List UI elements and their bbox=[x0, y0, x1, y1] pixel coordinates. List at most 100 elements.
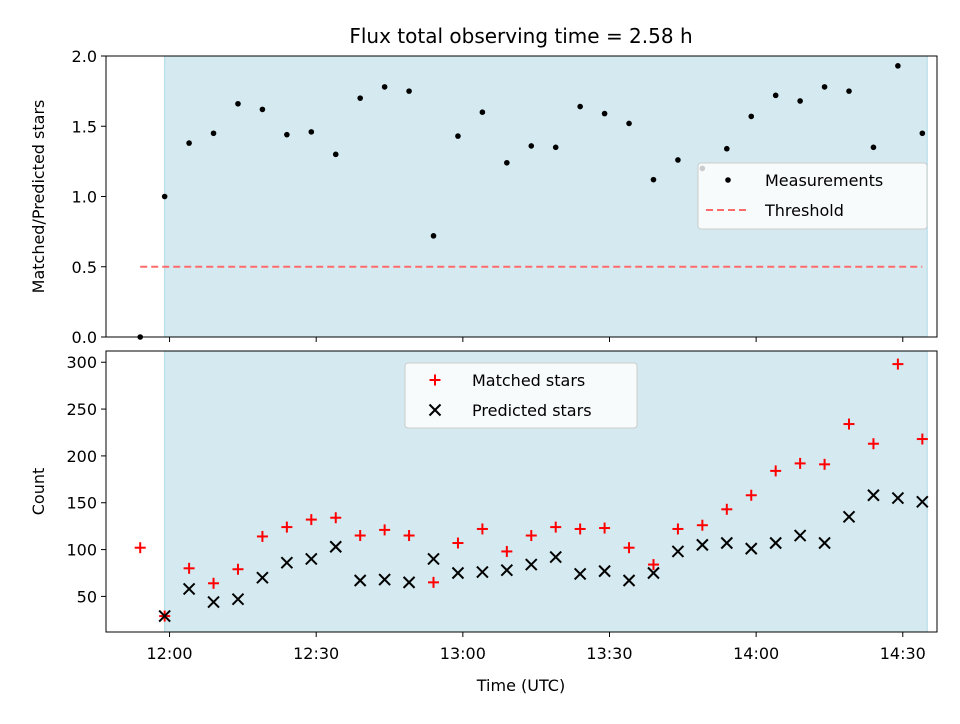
x-marker-24-b bbox=[745, 542, 758, 555]
x-marker-25 bbox=[769, 536, 782, 550]
plus-marker-19 bbox=[599, 522, 611, 534]
plus-marker-8 bbox=[330, 512, 342, 524]
plus-marker-12 bbox=[428, 576, 440, 588]
x-marker-26-b bbox=[793, 529, 807, 542]
x-tick-label-3: 13:30 bbox=[586, 644, 632, 663]
x-tick-label-1: 12:30 bbox=[293, 644, 339, 663]
data-point-15 bbox=[504, 159, 510, 166]
plus-marker-26 bbox=[770, 465, 782, 477]
data-point-24 bbox=[724, 145, 730, 152]
data-point-7 bbox=[308, 129, 315, 135]
x-marker-14 bbox=[500, 563, 514, 577]
x-marker-12 bbox=[451, 566, 465, 580]
plus-marker-11 bbox=[403, 530, 415, 542]
x-marker-15-b bbox=[525, 558, 538, 571]
data-point-12 bbox=[430, 233, 437, 239]
plus-marker-31 bbox=[892, 358, 904, 370]
x-marker-1-b bbox=[182, 582, 196, 596]
x-tick-label-2: 13:00 bbox=[440, 644, 486, 663]
data-point-6 bbox=[284, 131, 290, 138]
x-marker-25-b bbox=[769, 536, 782, 550]
legend-label-1: Threshold bbox=[764, 201, 844, 220]
x-marker-28 bbox=[842, 510, 856, 523]
x-marker-3 bbox=[231, 593, 245, 606]
data-point-20 bbox=[626, 120, 632, 127]
plus-marker-6 bbox=[281, 521, 293, 533]
plus-marker-30 bbox=[867, 438, 879, 450]
chart-title: Flux total observing time = 2.58 h bbox=[349, 24, 692, 48]
x-marker-24 bbox=[745, 542, 758, 555]
plus-marker-21 bbox=[647, 559, 659, 571]
data-point-28 bbox=[821, 84, 828, 90]
x-marker-31 bbox=[916, 495, 929, 509]
y-tick-label-4: 250 bbox=[66, 400, 97, 419]
data-point-11 bbox=[406, 88, 412, 94]
x-marker-16 bbox=[549, 550, 562, 564]
legend-label-0: Measurements bbox=[765, 171, 883, 190]
x-marker-22-b bbox=[696, 538, 709, 552]
x-marker-8 bbox=[353, 574, 367, 587]
x-marker-21 bbox=[671, 545, 685, 558]
x-marker-1 bbox=[182, 582, 196, 596]
x-marker-9-b bbox=[378, 573, 391, 586]
y-tick-label-5: 300 bbox=[66, 353, 97, 372]
x-marker-21-b bbox=[671, 545, 685, 558]
data-point-2 bbox=[186, 140, 192, 146]
x-marker-17-b bbox=[573, 567, 587, 581]
ratio-panel: 0.0 0.5 1.0 1.5 2.0 Matched/Predicted stars Me… bbox=[29, 47, 938, 347]
plus-marker-2 bbox=[183, 562, 195, 574]
legend-handle-0 bbox=[725, 177, 731, 183]
x-marker-18 bbox=[598, 564, 611, 578]
plus-marker-3 bbox=[208, 577, 220, 589]
data-point-16 bbox=[528, 143, 535, 149]
data-point-1 bbox=[161, 193, 168, 200]
plus-marker-14 bbox=[476, 523, 488, 535]
x-marker-7-b bbox=[329, 540, 342, 553]
x-marker-28-b bbox=[842, 510, 856, 523]
plus-marker-24 bbox=[721, 503, 733, 515]
x-marker-0-b bbox=[158, 609, 171, 623]
data-point-27 bbox=[797, 98, 803, 104]
legend-box bbox=[404, 362, 638, 429]
plus-marker-23 bbox=[696, 519, 708, 531]
count-panel: 50 100 150 200 250 300 12:00 12:30 13:00 13:30 14:… bbox=[29, 350, 938, 663]
plus-marker-15 bbox=[501, 545, 513, 557]
data-point-19 bbox=[601, 110, 608, 117]
y-tick-label-1: 100 bbox=[66, 541, 97, 560]
x-marker-26 bbox=[793, 529, 807, 542]
x-marker-7 bbox=[329, 540, 342, 553]
x-marker-6-b bbox=[305, 552, 318, 566]
legend-1: Matched stars Predicted stars bbox=[404, 362, 638, 429]
data-point-18 bbox=[577, 103, 583, 110]
x-marker-27 bbox=[818, 536, 831, 550]
x-marker-27-b bbox=[818, 536, 831, 550]
x-marker-19-b bbox=[622, 574, 636, 587]
data-point-31 bbox=[895, 63, 901, 69]
x-marker-20 bbox=[647, 566, 660, 580]
series-matched-stars bbox=[134, 358, 928, 622]
data-point-26 bbox=[772, 92, 779, 99]
data-point-14 bbox=[479, 109, 486, 115]
plus-marker-9 bbox=[354, 530, 366, 542]
x-marker-23-b bbox=[720, 536, 734, 550]
data-point-25 bbox=[748, 113, 755, 120]
legend-handle-1-b bbox=[428, 403, 442, 417]
x-tick-label-5: 14:30 bbox=[880, 644, 926, 663]
x-marker-13-b bbox=[476, 565, 489, 579]
y-tick-label-3: 1.5 bbox=[72, 117, 97, 136]
x-marker-22 bbox=[696, 538, 709, 552]
plus-marker-16 bbox=[525, 530, 537, 542]
data-point-29 bbox=[846, 88, 852, 94]
y-tick-label-2: 150 bbox=[66, 494, 97, 513]
x-marker-8-b bbox=[353, 574, 367, 587]
plus-marker-5 bbox=[256, 530, 268, 542]
x-marker-14-b bbox=[500, 563, 514, 577]
x-marker-13 bbox=[476, 565, 489, 579]
plus-marker-32 bbox=[916, 433, 928, 445]
data-point-21 bbox=[650, 176, 657, 183]
x-marker-10 bbox=[402, 576, 416, 589]
x-tick-label-4: 14:00 bbox=[733, 644, 779, 663]
plus-marker-0 bbox=[134, 542, 146, 554]
plus-marker-29 bbox=[843, 418, 855, 430]
